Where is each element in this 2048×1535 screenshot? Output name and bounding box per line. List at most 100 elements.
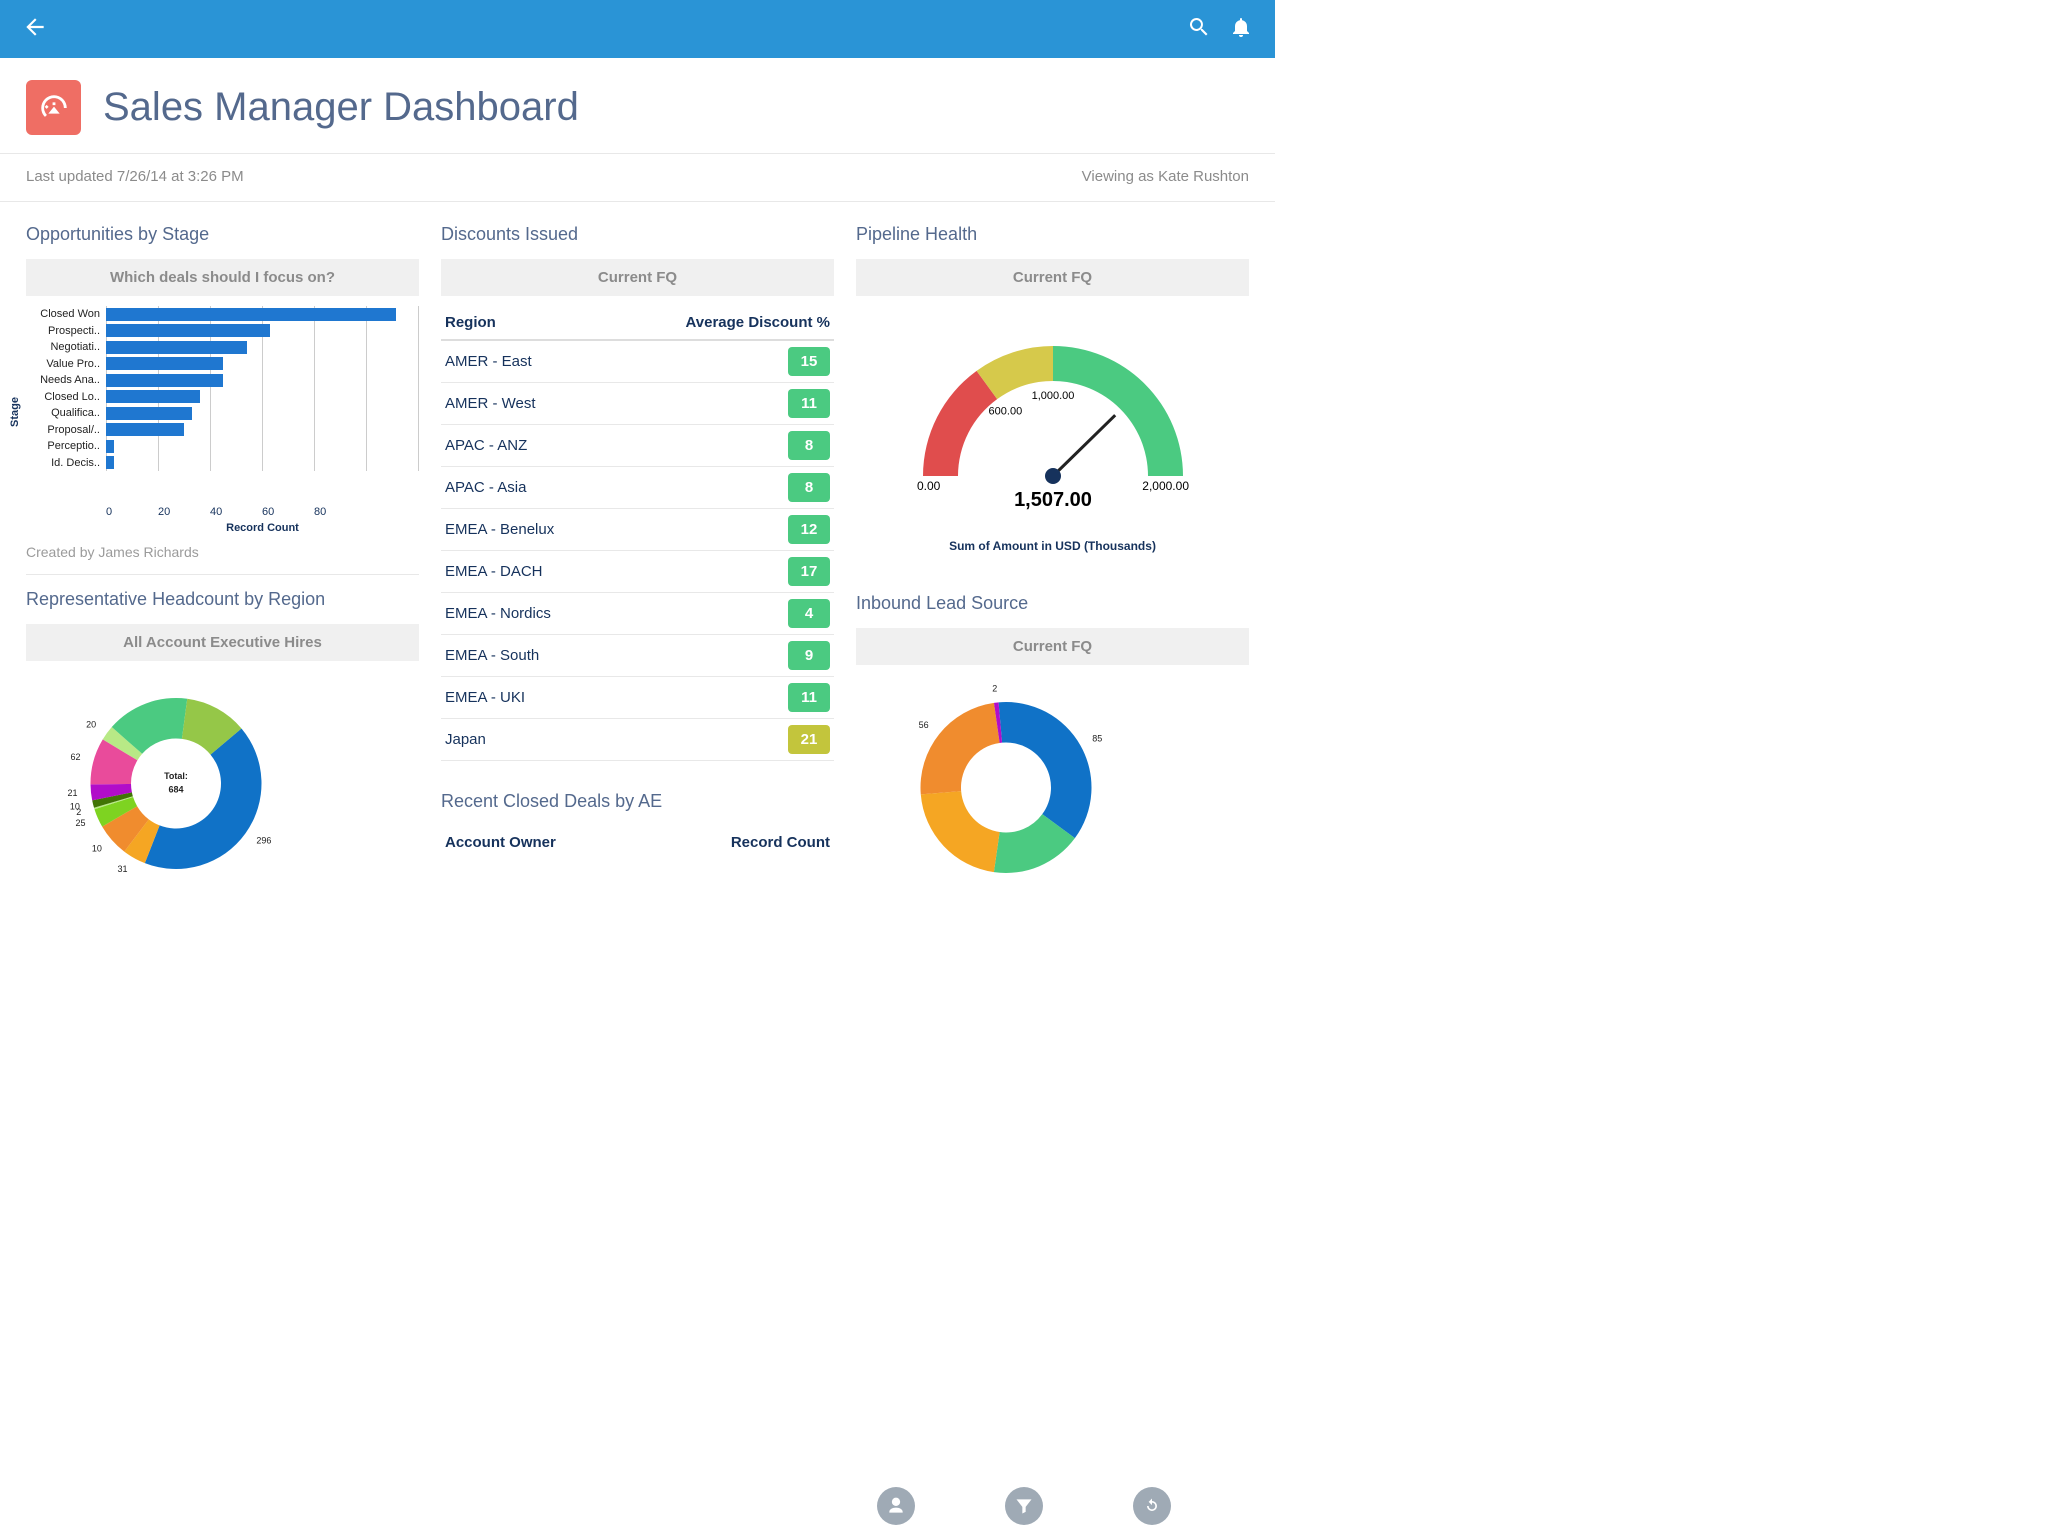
region-cell: AMER - West bbox=[445, 395, 536, 412]
inbound-card[interactable]: Inbound Lead Source Current FQ 85562 bbox=[856, 593, 1249, 905]
bar bbox=[106, 341, 247, 354]
table-row[interactable]: Japan 21 bbox=[441, 719, 834, 761]
svg-text:Total:: Total: bbox=[164, 771, 188, 781]
dashboard-icon bbox=[26, 80, 81, 135]
x-axis-label: Record Count bbox=[106, 522, 419, 534]
table-row[interactable]: EMEA - UKI11 bbox=[441, 677, 834, 719]
pipeline-gauge: 0.002,000.00600.001,000.001,507.00 bbox=[856, 306, 1249, 531]
page-title: Sales Manager Dashboard bbox=[103, 85, 579, 130]
headcount-chart: 296311025210216220Total:684 bbox=[26, 671, 419, 901]
headcount-subtitle: All Account Executive Hires bbox=[26, 624, 419, 661]
closed-deals-table-head: Account Owner Record Count bbox=[441, 826, 834, 859]
refresh-button[interactable] bbox=[1133, 1487, 1171, 1525]
bar-label: Negotiati.. bbox=[26, 341, 106, 353]
svg-text:20: 20 bbox=[86, 719, 96, 729]
region-cell: EMEA - South bbox=[445, 647, 539, 664]
svg-text:1,000.00: 1,000.00 bbox=[1031, 390, 1074, 402]
region-cell: APAC - ANZ bbox=[445, 437, 527, 454]
x-tick: 60 bbox=[262, 506, 314, 518]
region-cell: AMER - East bbox=[445, 353, 532, 370]
discount-pill: 8 bbox=[788, 473, 830, 502]
search-icon[interactable] bbox=[1187, 15, 1211, 44]
discounts-subtitle: Current FQ bbox=[441, 259, 834, 296]
discounts-card[interactable]: Discounts Issued Current FQ Region Avera… bbox=[441, 224, 834, 761]
bar bbox=[106, 308, 396, 321]
pipeline-card[interactable]: Pipeline Health Current FQ 0.002,000.006… bbox=[856, 224, 1249, 553]
discount-pill: 15 bbox=[788, 347, 830, 376]
table-row[interactable]: EMEA - South 9 bbox=[441, 635, 834, 677]
svg-text:296: 296 bbox=[256, 836, 271, 846]
x-tick: 40 bbox=[210, 506, 262, 518]
svg-text:25: 25 bbox=[75, 818, 85, 828]
bar-label: Closed Won bbox=[26, 308, 106, 320]
bottom-toolbar bbox=[0, 1479, 2048, 1535]
x-axis: 020406080 bbox=[106, 506, 419, 518]
bar bbox=[106, 324, 270, 337]
discount-pill: 12 bbox=[788, 515, 830, 544]
svg-text:1,507.00: 1,507.00 bbox=[1014, 489, 1092, 511]
discounts-title: Discounts Issued bbox=[441, 224, 834, 245]
region-cell: EMEA - Nordics bbox=[445, 605, 551, 622]
region-cell: EMEA - Benelux bbox=[445, 521, 554, 538]
discount-pill: 11 bbox=[788, 683, 830, 712]
created-by: Created by James Richards bbox=[26, 544, 419, 560]
closed-deals-card[interactable]: Recent Closed Deals by AE Account Owner … bbox=[441, 791, 834, 859]
opportunities-subtitle: Which deals should I focus on? bbox=[26, 259, 419, 296]
discount-pill: 8 bbox=[788, 431, 830, 460]
user-button[interactable] bbox=[877, 1487, 915, 1525]
table-row[interactable]: EMEA - Nordics 4 bbox=[441, 593, 834, 635]
svg-text:600.00: 600.00 bbox=[988, 405, 1022, 417]
back-button[interactable] bbox=[22, 14, 48, 45]
x-tick: 20 bbox=[158, 506, 210, 518]
svg-text:31: 31 bbox=[118, 864, 128, 874]
region-cell: EMEA - DACH bbox=[445, 563, 543, 580]
discount-pill: 9 bbox=[788, 641, 830, 670]
bar bbox=[106, 440, 114, 453]
bar bbox=[106, 423, 184, 436]
discount-pill: 4 bbox=[788, 599, 830, 628]
bar-label: Prospecti.. bbox=[26, 325, 106, 337]
bar bbox=[106, 374, 223, 387]
svg-text:62: 62 bbox=[70, 752, 80, 762]
table-row[interactable]: EMEA - Benelux 12 bbox=[441, 509, 834, 551]
table-row[interactable]: APAC - Asia8 bbox=[441, 467, 834, 509]
bar-label: Qualifica.. bbox=[26, 407, 106, 419]
headcount-title: Representative Headcount by Region bbox=[26, 589, 419, 610]
region-cell: Japan bbox=[445, 731, 486, 748]
discount-pill: 11 bbox=[788, 389, 830, 418]
discounts-col-pct: Average Discount % bbox=[686, 314, 831, 331]
closed-deals-col-count: Record Count bbox=[731, 834, 830, 851]
x-tick: 80 bbox=[314, 506, 366, 518]
svg-text:2,000.00: 2,000.00 bbox=[1142, 479, 1189, 493]
last-updated: Last updated 7/26/14 at 3:26 PM bbox=[26, 168, 244, 185]
opportunities-card[interactable]: Opportunities by Stage Which deals shoul… bbox=[26, 224, 419, 560]
pipeline-title: Pipeline Health bbox=[856, 224, 1249, 245]
filter-button[interactable] bbox=[1005, 1487, 1043, 1525]
svg-text:56: 56 bbox=[919, 720, 929, 730]
pipeline-caption: Sum of Amount in USD (Thousands) bbox=[856, 539, 1249, 553]
closed-deals-col-owner: Account Owner bbox=[445, 834, 556, 851]
y-axis-label: Stage bbox=[9, 397, 21, 427]
bar-label: Needs Ana.. bbox=[26, 374, 106, 386]
table-row[interactable]: EMEA - DACH 17 bbox=[441, 551, 834, 593]
table-row[interactable]: AMER - West 11 bbox=[441, 383, 834, 425]
headcount-card[interactable]: Representative Headcount by Region All A… bbox=[26, 589, 419, 901]
inbound-chart: 85562 bbox=[856, 675, 1249, 905]
bar bbox=[106, 407, 192, 420]
bell-icon[interactable] bbox=[1229, 15, 1253, 44]
discount-pill: 17 bbox=[788, 557, 830, 586]
bar-label: Closed Lo.. bbox=[26, 391, 106, 403]
discount-pill: 21 bbox=[788, 725, 830, 754]
header: Sales Manager Dashboard bbox=[0, 58, 1275, 154]
bar bbox=[106, 456, 114, 469]
meta-row: Last updated 7/26/14 at 3:26 PM Viewing … bbox=[0, 154, 1275, 202]
discounts-table-head: Region Average Discount % bbox=[441, 306, 834, 341]
table-row[interactable]: AMER - East 15 bbox=[441, 341, 834, 383]
x-tick: 0 bbox=[106, 506, 158, 518]
table-row[interactable]: APAC - ANZ 8 bbox=[441, 425, 834, 467]
pipeline-subtitle: Current FQ bbox=[856, 259, 1249, 296]
svg-text:21: 21 bbox=[68, 788, 78, 798]
viewing-as: Viewing as Kate Rushton bbox=[1082, 168, 1249, 185]
svg-text:10: 10 bbox=[70, 802, 80, 812]
bar-label: Proposal/.. bbox=[26, 424, 106, 436]
